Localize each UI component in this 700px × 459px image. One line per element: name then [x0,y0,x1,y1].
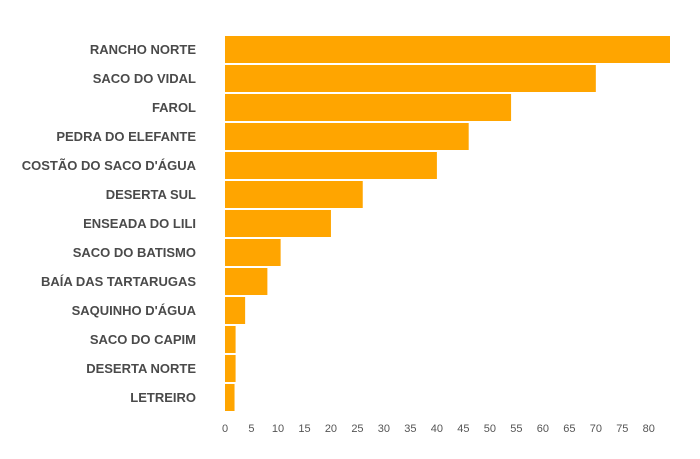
x-tick-label-11: 55 [510,423,522,435]
x-tick-label-6: 30 [378,423,390,435]
category-labels: RANCHO NORTE SACO DO VIDAL FAROL PEDRA DO E… [22,42,197,405]
bars-layer [225,36,670,411]
category-label-2: FAROL [152,100,196,115]
x-tick-label-14: 70 [590,423,602,435]
x-tick-label-10: 50 [484,423,496,435]
bar-0 [225,36,670,63]
bar-10 [225,326,236,353]
category-label-1: SACO DO VIDAL [93,71,196,86]
bar-6 [225,210,331,237]
x-tick-label-13: 65 [563,423,575,435]
category-label-6: ENSEADA DO LILI [83,216,196,231]
x-tick-label-5: 25 [351,423,363,435]
category-label-11: DESERTA NORTE [86,361,196,376]
category-label-8: BAÍA DAS TARTARUGAS [41,274,196,289]
bar-4 [225,152,437,179]
x-tick-label-15: 75 [616,423,628,435]
bar-5 [225,181,363,208]
bar-1 [225,65,596,92]
category-label-3: PEDRA DO ELEFANTE [56,129,196,144]
x-tick-label-1: 5 [248,423,254,435]
category-label-0: RANCHO NORTE [90,42,196,57]
x-tick-label-0: 0 [222,423,228,435]
x-tick-label-8: 40 [431,423,443,435]
bar-2 [225,94,512,121]
category-label-9: SAQUINHO D'ÁGUA [72,303,197,318]
category-label-10: SACO DO CAPIM [90,332,196,347]
x-tick-label-4: 20 [325,423,337,435]
bar-8 [225,268,268,295]
x-tick-label-16: 80 [643,423,655,435]
x-tick-label-12: 60 [537,423,549,435]
category-label-7: SACO DO BATISMO [73,245,196,260]
category-label-5: DESERTA SUL [106,187,196,202]
bar-3 [225,123,469,150]
x-axis-tick-labels: 0 5 10 15 20 25 30 35 40 45 50 55 60 65 70 75 80 [222,423,655,435]
bar-12 [225,384,235,411]
x-tick-label-7: 35 [404,423,416,435]
category-label-4: COSTÃO DO SACO D'ÁGUA [22,158,197,173]
x-tick-label-2: 10 [272,423,284,435]
bar-11 [225,355,236,382]
bar-7 [225,239,281,266]
bar-9 [225,297,246,324]
x-tick-label-9: 45 [457,423,469,435]
x-tick-label-3: 15 [298,423,310,435]
category-label-12: LETREIRO [130,390,196,405]
